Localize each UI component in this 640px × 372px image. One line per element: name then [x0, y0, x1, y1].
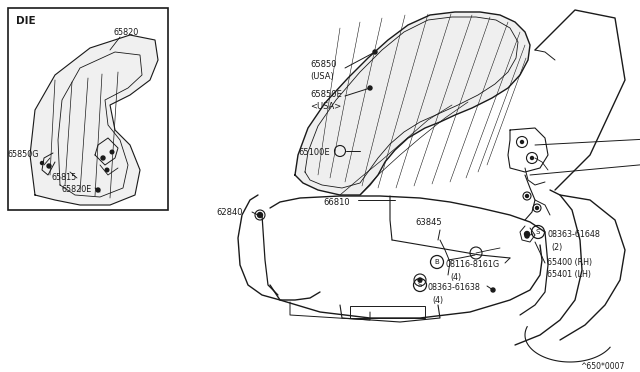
Circle shape — [257, 212, 262, 218]
Circle shape — [110, 150, 114, 154]
Circle shape — [40, 161, 44, 164]
Text: 63845: 63845 — [415, 218, 442, 227]
Circle shape — [520, 141, 524, 144]
Circle shape — [101, 156, 105, 160]
Circle shape — [96, 188, 100, 192]
Bar — [8, 8, 168, 210]
Text: 08116-8161G: 08116-8161G — [446, 260, 500, 269]
Polygon shape — [30, 35, 158, 205]
Text: (4): (4) — [432, 296, 443, 305]
Circle shape — [531, 157, 534, 160]
Text: 08363-61648: 08363-61648 — [547, 230, 600, 239]
Text: 65100E: 65100E — [298, 148, 330, 157]
Bar — [350, 306, 425, 318]
Polygon shape — [295, 12, 530, 195]
Text: S: S — [536, 229, 540, 235]
Text: S: S — [418, 282, 422, 288]
Circle shape — [536, 206, 538, 209]
Text: 65815: 65815 — [52, 173, 77, 182]
Text: 65850: 65850 — [310, 60, 337, 69]
Text: 08363-61638: 08363-61638 — [428, 283, 481, 292]
Text: B: B — [435, 259, 440, 265]
Circle shape — [525, 195, 529, 198]
Circle shape — [491, 288, 495, 292]
Text: 65850E: 65850E — [310, 90, 342, 99]
Circle shape — [373, 50, 377, 54]
Circle shape — [47, 164, 51, 168]
Text: ^650*0007: ^650*0007 — [580, 362, 625, 371]
Text: (USA): (USA) — [310, 72, 333, 81]
Text: 65820: 65820 — [113, 28, 138, 37]
Text: 65820E: 65820E — [62, 185, 92, 194]
Text: 65850G: 65850G — [8, 150, 40, 159]
Text: (4): (4) — [450, 273, 461, 282]
Circle shape — [105, 168, 109, 172]
Circle shape — [525, 234, 529, 238]
Circle shape — [525, 231, 529, 237]
Circle shape — [368, 86, 372, 90]
Text: 65400 (RH): 65400 (RH) — [547, 258, 592, 267]
Text: <USA>: <USA> — [310, 102, 341, 111]
Text: 62840: 62840 — [216, 208, 243, 217]
Text: DIE: DIE — [16, 16, 36, 26]
Text: 66810: 66810 — [323, 198, 349, 207]
Circle shape — [418, 278, 422, 282]
Text: 65401 (LH): 65401 (LH) — [547, 270, 591, 279]
Text: (2): (2) — [551, 243, 563, 252]
